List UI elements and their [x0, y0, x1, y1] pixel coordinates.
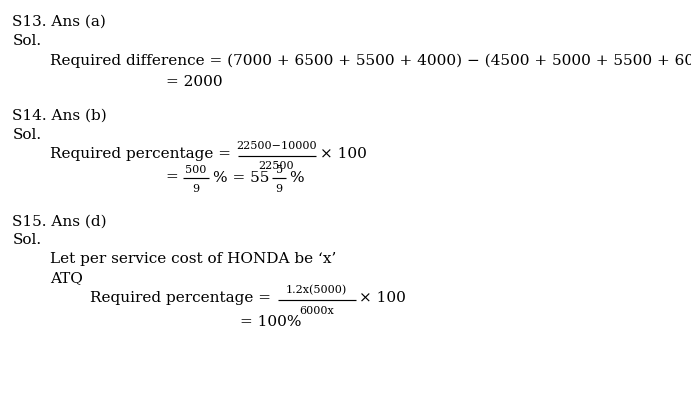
- Text: 5: 5: [276, 165, 283, 175]
- Text: 1.2x(5000): 1.2x(5000): [286, 285, 347, 295]
- Text: S13. Ans (a): S13. Ans (a): [12, 15, 106, 28]
- Text: 6000x: 6000x: [299, 306, 334, 316]
- Text: =: =: [166, 171, 178, 184]
- Text: 22500: 22500: [258, 161, 294, 171]
- Text: × 100: × 100: [359, 291, 406, 305]
- Text: Required percentage =: Required percentage =: [50, 147, 231, 161]
- Text: 22500−10000: 22500−10000: [236, 141, 316, 151]
- Text: ATQ: ATQ: [50, 271, 83, 285]
- Text: Required percentage =: Required percentage =: [90, 291, 271, 305]
- Text: Let per service cost of HONDA be ‘x’: Let per service cost of HONDA be ‘x’: [50, 252, 336, 266]
- Text: % = 55: % = 55: [213, 171, 269, 184]
- Text: %: %: [289, 171, 303, 184]
- Text: Sol.: Sol.: [12, 128, 41, 142]
- Text: 9: 9: [192, 184, 199, 194]
- Text: × 100: × 100: [320, 147, 367, 161]
- Text: Sol.: Sol.: [12, 233, 41, 247]
- Text: = 2000: = 2000: [166, 75, 223, 89]
- Text: S14. Ans (b): S14. Ans (b): [12, 109, 107, 123]
- Text: = 100%: = 100%: [240, 315, 302, 329]
- Text: Sol.: Sol.: [12, 34, 41, 47]
- Text: Required difference = (7000 + 6500 + 5500 + 4000) − (4500 + 5000 + 5500 + 6000): Required difference = (7000 + 6500 + 550…: [50, 54, 691, 68]
- Text: 500: 500: [185, 165, 206, 175]
- Text: 9: 9: [276, 184, 283, 194]
- Text: S15. Ans (d): S15. Ans (d): [12, 215, 107, 228]
